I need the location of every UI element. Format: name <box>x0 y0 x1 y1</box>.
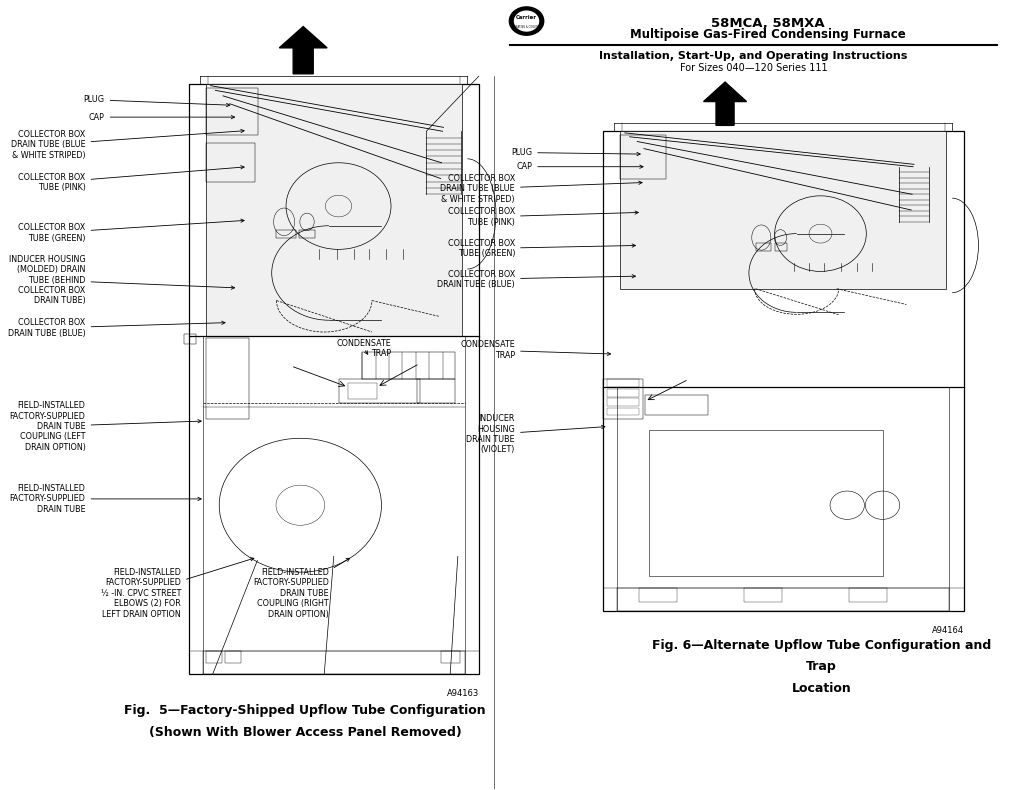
Text: Carrier: Carrier <box>516 16 537 21</box>
Text: A94163: A94163 <box>447 689 479 698</box>
Text: INDUCER HOUSING
(MOLDED) DRAIN
TUBE (BEHIND
COLLECTOR BOX
DRAIN TUBE): INDUCER HOUSING (MOLDED) DRAIN TUBE (BEH… <box>9 254 234 306</box>
Text: Location: Location <box>792 682 851 694</box>
Polygon shape <box>704 82 747 126</box>
Text: PLUG: PLUG <box>84 96 230 107</box>
Text: A94164: A94164 <box>932 626 964 634</box>
Text: FIELD-INSTALLED
FACTORY-SUPPLIED
DRAIN TUBE: FIELD-INSTALLED FACTORY-SUPPLIED DRAIN T… <box>10 484 202 514</box>
Text: Multipoise Gas-Fired Condensing Furnace: Multipoise Gas-Fired Condensing Furnace <box>630 28 906 41</box>
Polygon shape <box>279 27 327 73</box>
Text: CONDENSATE
TRAP: CONDENSATE TRAP <box>460 340 611 359</box>
Text: PLUG: PLUG <box>512 148 640 157</box>
Text: Fig.  5—Factory-Shipped Upflow Tube Configuration: Fig. 5—Factory-Shipped Upflow Tube Confi… <box>125 705 486 717</box>
Text: INDUCER
HOUSING
DRAIN TUBE
(VIOLET): INDUCER HOUSING DRAIN TUBE (VIOLET) <box>466 414 605 454</box>
Text: COLLECTOR BOX
TUBE (GREEN): COLLECTOR BOX TUBE (GREEN) <box>448 239 635 258</box>
Text: 58MCA, 58MXA: 58MCA, 58MXA <box>711 17 825 30</box>
Text: COLLECTOR BOX
DRAIN TUBE (BLUE): COLLECTOR BOX DRAIN TUBE (BLUE) <box>8 318 225 338</box>
Text: FIELD-INSTALLED
FACTORY-SUPPLIED
DRAIN TUBE
COUPLING (RIGHT
DRAIN OPTION): FIELD-INSTALLED FACTORY-SUPPLIED DRAIN T… <box>253 559 350 619</box>
Text: FIELD-INSTALLED
FACTORY-SUPPLIED
DRAIN TUBE
COUPLING (LEFT
DRAIN OPTION): FIELD-INSTALLED FACTORY-SUPPLIED DRAIN T… <box>10 401 202 452</box>
Text: COLLECTOR BOX
DRAIN TUBE (BLUE
& WHITE STRIPED): COLLECTOR BOX DRAIN TUBE (BLUE & WHITE S… <box>441 174 642 204</box>
Text: COLLECTOR BOX
DRAIN TUBE (BLUE): COLLECTOR BOX DRAIN TUBE (BLUE) <box>438 269 635 289</box>
Text: HEATING & COOLING: HEATING & COOLING <box>514 24 539 28</box>
Circle shape <box>515 11 538 31</box>
Text: Installation, Start-Up, and Operating Instructions: Installation, Start-Up, and Operating In… <box>599 51 907 61</box>
Text: For Sizes 040—120 Series 111: For Sizes 040—120 Series 111 <box>680 62 828 73</box>
Text: Trap: Trap <box>806 660 837 673</box>
Polygon shape <box>206 84 461 336</box>
Text: COLLECTOR BOX
TUBE (PINK): COLLECTOR BOX TUBE (PINK) <box>18 166 244 192</box>
Text: Fig. 6—Alternate Upflow Tube Configuration and: Fig. 6—Alternate Upflow Tube Configurati… <box>652 639 991 652</box>
Text: (Shown With Blower Access Panel Removed): (Shown With Blower Access Panel Removed) <box>148 726 461 739</box>
Text: CONDENSATE
TRAP: CONDENSATE TRAP <box>337 339 391 358</box>
Text: COLLECTOR BOX
TUBE (PINK): COLLECTOR BOX TUBE (PINK) <box>448 208 638 227</box>
Text: FIELD-INSTALLED
FACTORY-SUPPLIED
½ -IN. CPVC STREET
ELBOWS (2) FOR
LEFT DRAIN OP: FIELD-INSTALLED FACTORY-SUPPLIED ½ -IN. … <box>100 558 254 619</box>
Text: CAP: CAP <box>517 162 643 171</box>
Text: CAP: CAP <box>89 113 234 122</box>
Circle shape <box>509 7 543 36</box>
Text: COLLECTOR BOX
DRAIN TUBE (BLUE
& WHITE STRIPED): COLLECTOR BOX DRAIN TUBE (BLUE & WHITE S… <box>11 130 244 160</box>
Text: COLLECTOR BOX
TUBE (GREEN): COLLECTOR BOX TUBE (GREEN) <box>18 219 244 243</box>
Polygon shape <box>620 131 946 288</box>
